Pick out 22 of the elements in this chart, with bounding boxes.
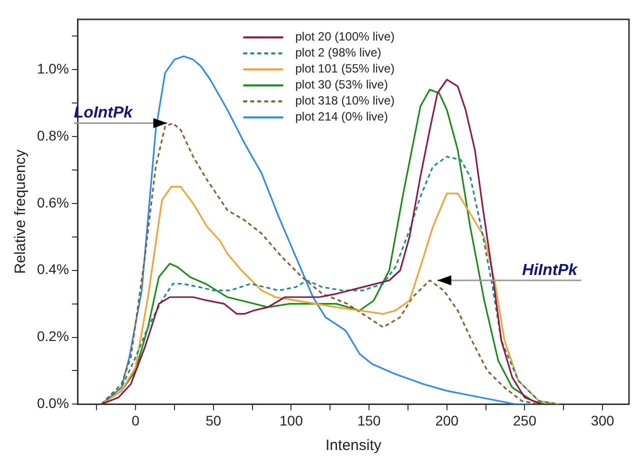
- y-tick-label: 1.0%: [36, 60, 69, 76]
- x-tick-label: 300: [590, 412, 614, 428]
- x-tick-label: 100: [280, 412, 304, 428]
- legend-label: plot 30 (53% live): [295, 78, 388, 92]
- y-tick-label: 0.8%: [36, 127, 69, 144]
- legend-label: plot 2 (98% live): [295, 46, 382, 60]
- x-tick-label: 150: [357, 412, 381, 428]
- legend-label: plot 214 (0% live): [295, 110, 388, 124]
- annotation: HiIntPk: [522, 262, 578, 279]
- x-tick-label: 200: [435, 412, 459, 428]
- y-axis-title: Relative frequency: [12, 149, 30, 274]
- x-tick-label: 250: [513, 412, 537, 428]
- y-tick-label: 0.4%: [36, 261, 69, 278]
- x-tick-label: 50: [206, 412, 222, 428]
- y-tick-label: 0.2%: [36, 328, 69, 344]
- legend-label: plot 318 (10% live): [295, 94, 395, 108]
- y-tick-label: 0.6%: [36, 194, 69, 210]
- legend-label: plot 101 (55% live): [295, 62, 395, 76]
- x-axis-title: Intensity: [326, 437, 382, 454]
- x-tick-label: 0: [132, 412, 140, 428]
- y-tick-label: 0.0%: [36, 395, 69, 412]
- legend-label: plot 20 (100% live): [295, 30, 395, 44]
